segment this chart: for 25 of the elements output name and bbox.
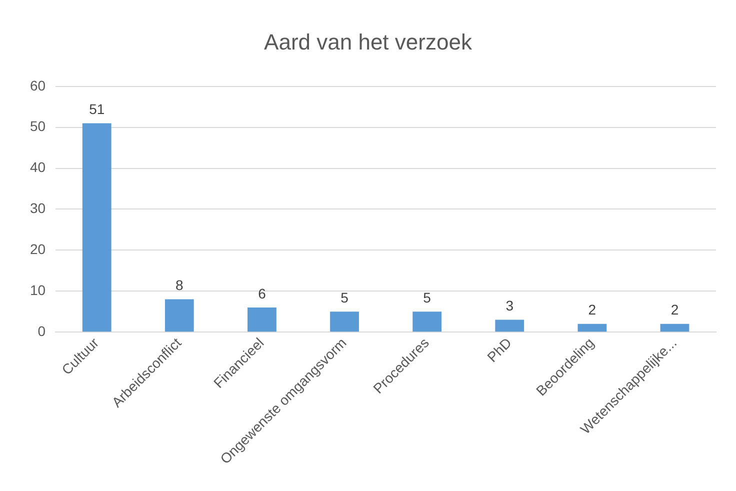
bar	[82, 123, 112, 332]
y-tick-label: 20	[30, 241, 46, 258]
data-label: 2	[670, 302, 679, 318]
x-tick-label: PhD	[484, 334, 514, 366]
y-tick-label: 0	[38, 322, 46, 339]
data-label: 6	[258, 285, 266, 302]
data-label: 8	[176, 277, 184, 294]
bar	[660, 324, 690, 332]
bar	[248, 308, 276, 332]
bar	[330, 312, 359, 332]
data-label: 51	[89, 101, 105, 118]
bar	[164, 299, 194, 332]
y-tick-label: 40	[30, 159, 46, 176]
y-tick-label: 10	[30, 282, 46, 298]
bar	[578, 324, 607, 332]
data-label: 2	[588, 302, 596, 318]
y-tick-label: 30	[30, 200, 46, 216]
data-label: 5	[340, 289, 349, 306]
y-tick-label: 60	[30, 77, 46, 94]
bar	[495, 320, 524, 332]
data-label: 3	[506, 298, 514, 314]
data-label: 5	[423, 289, 432, 306]
y-tick-label: 50	[30, 118, 46, 134]
chart-title: Aard van het verzoek	[264, 29, 473, 54]
bar	[412, 312, 442, 332]
